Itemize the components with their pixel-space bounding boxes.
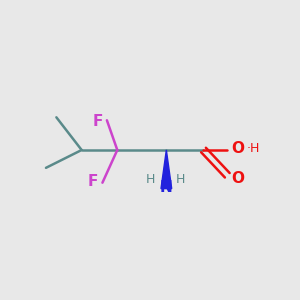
Polygon shape [161, 150, 172, 189]
Text: ·H: ·H [247, 142, 260, 155]
Text: N: N [160, 180, 173, 195]
Text: H: H [176, 173, 185, 186]
Text: O: O [232, 171, 245, 186]
Text: H: H [145, 173, 155, 186]
Text: F: F [88, 174, 98, 189]
Text: F: F [93, 114, 103, 129]
Text: O: O [232, 141, 245, 156]
